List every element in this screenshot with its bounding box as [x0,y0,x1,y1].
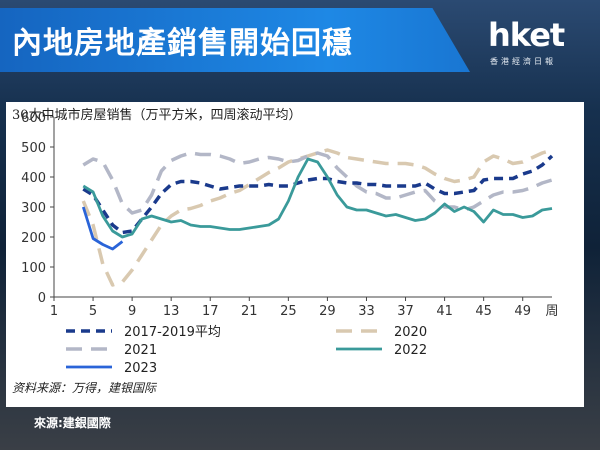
x-tick-label: 29 [319,304,336,319]
y-tick-label: 300 [21,201,46,216]
x-unit-label: 周 [545,304,558,319]
x-tick-label: 37 [397,304,414,319]
legend-label-2020: 2020 [394,325,427,340]
y-tick-label: 600 [21,111,46,126]
logo-subtitle: 香港經濟日報 [490,57,556,66]
x-tick-label: 49 [514,304,531,319]
legend-label-2021: 2021 [124,343,157,358]
y-tick-label: 100 [21,261,46,276]
x-tick-label: 25 [280,304,297,319]
chart-source: 资料来源：万得，建银国际 [12,381,157,395]
x-tick-label: 9 [128,304,136,319]
source-credit: 來源:建銀國際 [34,416,111,430]
hket-logo[interactable]: hket 香港經濟日報 [488,18,588,68]
legend-label-2022: 2022 [394,343,427,358]
y-tick-label: 0 [38,291,46,306]
chart-title: 30大中城市房屋销售（万平方米，四周滚动平均） [12,108,302,123]
legend-label-2023: 2023 [124,361,157,376]
headline-title: 內地房地產銷售開始回穩 [12,26,353,61]
series-line-2022 [82,157,553,239]
logo-wordmark: hket [488,16,565,54]
line-chart: 0 100 200 300 400 500 600 1 5 9 13 17 21 25 29 33 37 41 45… [21,111,558,376]
series-line-2021 [82,151,553,215]
series-line-2017-2019平均 [82,154,554,235]
x-tick-label: 33 [358,304,375,319]
y-tick-label: 500 [21,141,46,156]
y-tick-label: 200 [21,231,46,246]
series-line-2020 [81,148,553,287]
series-line-2023 [81,206,124,251]
x-tick-label: 1 [50,304,58,319]
x-tick-label: 41 [436,304,453,319]
legend-label-2017-2019平均: 2017-2019平均 [124,325,221,340]
headline-banner [0,8,470,72]
x-tick-label: 17 [202,304,219,319]
x-tick-label: 5 [89,304,97,319]
chart-panel: 30大中城市房屋销售（万平方米，四周滚动平均） 0 100 200 300 400 500… [6,102,584,407]
x-tick-label: 13 [163,304,180,319]
x-tick-label: 21 [241,304,258,319]
y-tick-label: 400 [21,171,46,186]
x-tick-label: 45 [475,304,492,319]
